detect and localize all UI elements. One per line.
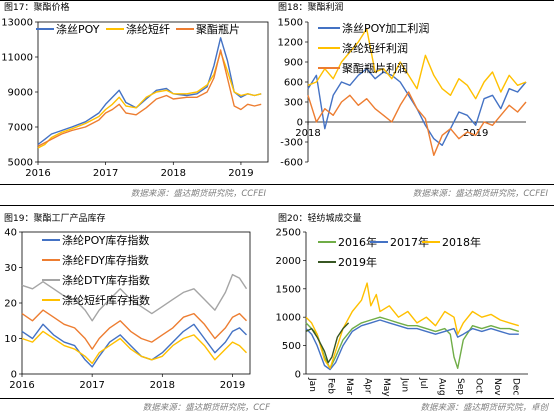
x-tick-label: May [381,378,391,397]
y-tick-label: 0 [11,370,17,381]
y-tick-label: 2500 [276,228,301,239]
series-line [307,91,527,156]
y-tick-label: 900 [284,58,303,69]
legend-label: 聚酯瓶片 [196,22,240,36]
series-line [305,319,519,371]
x-tick-label: 2017 [79,380,104,391]
x-tick-label: Sep [455,378,465,395]
panel-4-title: 图20：轻纺城成交量 [278,212,361,224]
x-tick-label: 2018 [295,128,320,139]
y-tick-label: 20 [4,299,17,310]
y-tick-label: 11000 [1,53,33,64]
y-tick-label: 0 [295,370,301,381]
legend-label: 涤纶FDY库存指数 [62,253,149,267]
y-tick-label: 600 [284,78,303,89]
x-tick-label: Dec [511,378,521,395]
y-tick-label: 13000 [1,18,33,29]
y-tick-label: -300 [280,138,303,149]
y-tick-label: 1000 [276,313,301,324]
x-tick-label: 2019 [228,168,253,179]
series-line [307,28,527,100]
x-tick-label: 2016 [9,380,34,391]
y-tick-label: 300 [284,98,303,109]
x-tick-label: Jan [307,377,317,392]
series-line [307,68,527,146]
x-tick-label: Jul [418,377,428,389]
panel-1-source: 数据来源：盛达期货研究院，CCFEI [131,188,267,199]
panel-2-title: 图18：聚酯利润 [278,1,343,13]
legend-label: 2018年 [442,235,481,249]
x-tick-label: Apr [363,378,373,394]
panel-3-title: 图19：聚酯工厂产品库存 [4,212,105,224]
x-tick-label: Aug [437,378,447,396]
x-tick-label: 2016 [25,168,50,179]
series-line [21,330,247,365]
panel-1-title: 图17：聚酯价格 [4,1,69,13]
series-line [37,49,262,147]
x-tick-label: 2019 [463,128,488,139]
series-line [21,309,248,350]
legend-label: 涤纶POY库存指数 [62,233,149,247]
x-tick-label: 2018 [150,380,175,391]
x-tick-label: Mar [344,378,354,395]
y-tick-label: 1500 [278,18,303,29]
y-tick-label: 7000 [8,123,33,134]
x-tick-label: 2018 [161,168,186,179]
legend-label: 涤纶短纤利润 [342,41,408,55]
y-tick-label: 9000 [8,88,33,99]
x-tick-label: Oct [474,378,484,394]
y-tick-label: 0 [297,118,303,129]
legend-label: 2017年 [390,235,429,249]
inventory-chart: 0 10 20 30 40 2016 2017 2018 2019 涤纶POY库存指数涤纶FDY库… [4,228,251,391]
legend-label: 2019年 [338,255,377,269]
legend-label: 涤纶DTY库存指数 [62,273,150,287]
series-line [305,322,350,364]
y-tick-label: 1500 [276,284,301,295]
y-tick-label: 40 [4,228,17,239]
x-tick-label: 2017 [93,168,118,179]
legend-label: 涤丝POY加工利润 [342,21,429,35]
series-line [21,273,248,322]
y-tick-label: 5000 [8,158,33,169]
legend-label: 涤纶短纤库存指数 [62,293,150,307]
price-chart: 5000 7000 9000 11000 13000 2016 2017 2018 2019 涤丝… [1,18,269,179]
y-tick-label: 30 [4,263,17,274]
volume-chart: 0 500 1000 1500 2000 2500 Jan Feb Mar Apr May Jun Ju… [276,228,528,397]
series-line [305,282,520,369]
legend-label: 涤纶短纤 [126,22,170,36]
legend-label: 聚酯瓶片利润 [342,61,408,75]
panel-4-source: 数据来源：盛达期货研究院，卓创 [420,402,549,413]
y-tick-label: 10 [4,334,17,345]
x-tick-label: 2019 [220,380,245,391]
x-tick-label: Nov [492,378,502,396]
x-tick-label: Jun [400,377,410,392]
y-tick-label: -600 [280,158,303,169]
legend-label: 涤丝POY [56,22,100,36]
panel-2-source: 数据来源：盛达期货研究院，CCFEI [413,188,549,199]
series-line [305,316,520,369]
series-line [21,323,247,368]
legend-label: 2016年 [338,235,377,249]
profit-chart: -600 -300 0 300 600 900 1200 1500 2018 2019 涤丝POY加… [278,18,527,169]
y-tick-label: 1200 [278,38,303,49]
y-tick-label: 500 [282,341,301,352]
series-line [37,37,262,146]
panel-3-source: 数据来源：盛达期货研究院，CCF [143,402,270,413]
x-tick-label: Feb [326,378,336,394]
y-tick-label: 2000 [276,256,301,267]
series-line [37,51,262,149]
